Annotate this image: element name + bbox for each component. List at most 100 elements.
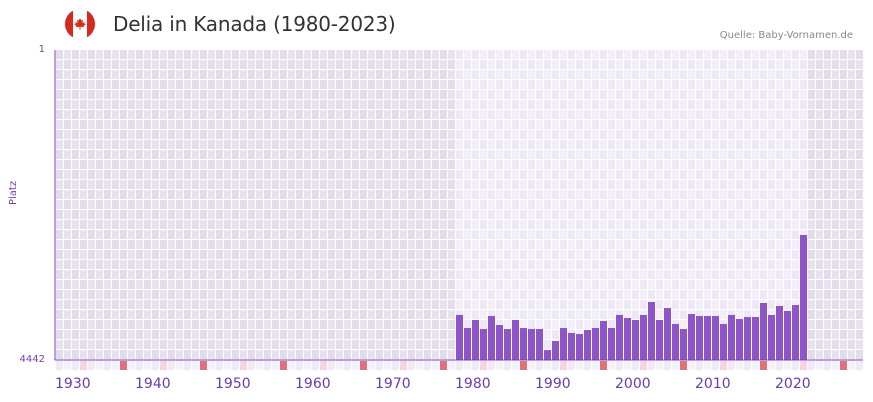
- year-marker: [368, 361, 375, 370]
- year-marker: [832, 361, 839, 370]
- bar-1996: [584, 329, 591, 360]
- bar-1990: [536, 329, 543, 360]
- year-marker: [184, 361, 191, 370]
- year-marker: [560, 361, 567, 370]
- year-marker: [784, 361, 791, 370]
- bar-2012: [712, 316, 719, 360]
- year-marker: [400, 361, 407, 370]
- bar-1993: [560, 328, 567, 360]
- bar-2008: [680, 329, 687, 360]
- year-marker: [728, 361, 735, 370]
- x-tick-label: 1950: [215, 376, 251, 392]
- x-tick-label: 1960: [295, 376, 331, 392]
- year-marker: [136, 361, 143, 370]
- year-marker: [168, 361, 175, 370]
- year-marker: [592, 361, 599, 370]
- year-marker: [552, 361, 559, 370]
- year-marker: [304, 361, 311, 370]
- year-marker: [112, 361, 119, 370]
- year-marker: [816, 361, 823, 370]
- year-marker: [808, 361, 815, 370]
- year-marker: [424, 361, 431, 370]
- bar-1985: [496, 325, 503, 360]
- bar-1999: [608, 328, 615, 360]
- year-marker: [768, 361, 775, 370]
- year-marker: [696, 361, 703, 370]
- bar-1984: [488, 316, 495, 360]
- year-marker: [104, 361, 111, 370]
- bar-1995: [576, 334, 583, 360]
- year-marker: [272, 361, 279, 370]
- year-marker: [288, 361, 295, 370]
- year-marker: [672, 361, 679, 370]
- year-marker: [264, 361, 271, 370]
- year-marker: [544, 361, 551, 370]
- year-marker: [584, 361, 591, 370]
- bar-1998: [600, 320, 607, 360]
- year-marker: [568, 361, 575, 370]
- bar-2001: [624, 317, 631, 360]
- bar-1981: [464, 328, 471, 360]
- year-marker: [608, 361, 615, 370]
- bar-2022: [792, 304, 799, 360]
- bar-2016: [744, 317, 751, 360]
- bar-2023: [800, 234, 807, 360]
- year-marker: [616, 361, 623, 370]
- year-marker: [312, 361, 319, 370]
- year-marker: [712, 361, 719, 370]
- year-marker: [600, 361, 607, 370]
- year-marker: [448, 361, 455, 370]
- year-marker: [504, 361, 511, 370]
- year-marker: [688, 361, 695, 370]
- year-marker: [664, 361, 671, 370]
- year-marker: [512, 361, 519, 370]
- x-tick-label: 2000: [615, 376, 651, 392]
- year-marker: [352, 361, 359, 370]
- bar-2007: [672, 323, 679, 360]
- year-marker: [432, 361, 439, 370]
- year-marker: [56, 361, 63, 370]
- bar-2006: [664, 307, 671, 360]
- year-marker: [120, 361, 127, 370]
- bar-2018: [760, 302, 767, 360]
- year-marker: [648, 361, 655, 370]
- bar-2014: [728, 314, 735, 360]
- year-marker: [280, 361, 287, 370]
- year-marker: [856, 361, 863, 370]
- bar-2002: [632, 320, 639, 360]
- year-marker: [248, 361, 255, 370]
- x-tick-label: 2010: [695, 376, 731, 392]
- year-marker: [840, 361, 847, 370]
- bar-1987: [512, 320, 519, 360]
- year-marker: [360, 361, 367, 370]
- year-marker: [480, 361, 487, 370]
- bar-1992: [552, 341, 559, 360]
- year-marker: [752, 361, 759, 370]
- year-marker: [640, 361, 647, 370]
- year-marker: [792, 361, 799, 370]
- year-marker: [392, 361, 399, 370]
- year-marker: [408, 361, 415, 370]
- year-marker: [416, 361, 423, 370]
- bar-2000: [616, 314, 623, 360]
- year-marker: [488, 361, 495, 370]
- year-marker: [328, 361, 335, 370]
- year-marker: [744, 361, 751, 370]
- year-marker: [800, 361, 807, 370]
- year-marker: [144, 361, 151, 370]
- bar-1983: [480, 329, 487, 360]
- x-tick-label: 1990: [535, 376, 571, 392]
- year-marker: [344, 361, 351, 370]
- x-tick-label: 1970: [375, 376, 411, 392]
- bar-1988: [520, 328, 527, 360]
- year-marker: [296, 361, 303, 370]
- bar-2019: [768, 314, 775, 360]
- bar-1997: [592, 328, 599, 360]
- bar-2011: [704, 316, 711, 360]
- year-marker: [736, 361, 743, 370]
- source-link[interactable]: Quelle: Baby-Vornamen.de: [719, 30, 853, 41]
- year-marker: [336, 361, 343, 370]
- year-marker: [176, 361, 183, 370]
- year-marker: [440, 361, 447, 370]
